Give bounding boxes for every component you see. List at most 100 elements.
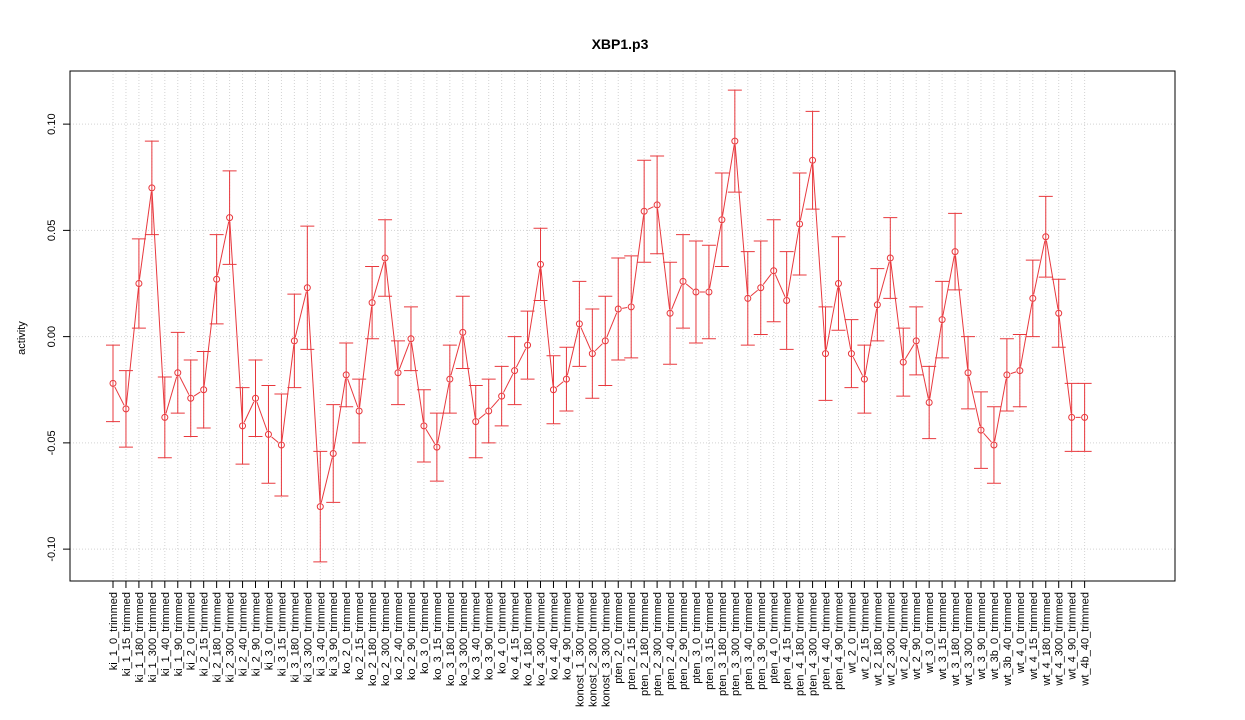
data-point (1042, 233, 1050, 241)
series-line-segment (709, 223, 722, 289)
x-tick-label: ko_3_15_trimmed (432, 592, 444, 680)
x-tick-label: pten_2_90_trimmed (678, 592, 690, 690)
data-point (588, 350, 596, 358)
series-line-segment (1045, 240, 1059, 310)
data-point (407, 335, 415, 343)
data-point (446, 375, 454, 383)
series-line-segment (750, 289, 758, 297)
data-point (187, 394, 195, 402)
x-tick-label: pten_2_300_trimmed (652, 592, 664, 696)
series-line-segment (580, 327, 592, 351)
data-point (368, 299, 376, 307)
data-point (757, 284, 765, 292)
data-point (796, 220, 804, 228)
data-point (718, 216, 726, 224)
x-tick-label: pten_4_90_trimmed (833, 592, 845, 690)
data-point (653, 201, 661, 209)
series-line-segment (193, 391, 201, 397)
series-line-segment (606, 312, 618, 338)
data-point (731, 137, 739, 145)
series-line-segment (347, 378, 359, 408)
data-point (303, 284, 311, 292)
x-tick-label: pten_3_0_trimmed (691, 592, 703, 684)
series-line-segment (216, 221, 230, 276)
data-point (770, 267, 778, 275)
series-line-segment (722, 144, 735, 216)
data-point (1055, 309, 1063, 317)
x-tick-label: wt_2_15_trimmed (859, 592, 871, 680)
data-point (951, 248, 959, 256)
series-line-segment (812, 164, 826, 350)
series-line-segment (852, 356, 864, 376)
series-line-segment (114, 386, 125, 406)
data-point (783, 297, 791, 304)
y-tick-label: 0.05 (46, 220, 58, 241)
series-line-segment (385, 261, 399, 369)
x-tick-label: wt_4_0_trimmed (1015, 592, 1027, 674)
series-line-segment (490, 398, 500, 409)
plot-frame (69, 70, 1176, 582)
y-tick-label: -0.05 (46, 430, 58, 455)
x-tick-label: ki_3_180_trimmed (289, 592, 301, 683)
data-point (264, 430, 272, 438)
series-line-segment (774, 274, 786, 298)
data-point (472, 418, 480, 426)
data-point (744, 294, 752, 302)
data-point (122, 405, 130, 413)
series-line-segment (566, 327, 579, 376)
x-axis: ki_1_0_trimmed ki_1_15_trimmed ki_1_180_tr… (108, 581, 1092, 707)
x-tick-label: wt_4_300_trimmed (1054, 592, 1066, 687)
x-tick-label: ko_4_0_trimmed (497, 592, 509, 674)
data-point (834, 280, 842, 287)
x-tick-label: ko_3_180_trimmed (445, 592, 457, 686)
series-line-segment (631, 215, 645, 303)
data-point (316, 503, 324, 511)
series-line-segment (942, 255, 955, 316)
data-point (498, 392, 506, 400)
data-point (135, 280, 143, 287)
x-tick-label: pten_4_300_trimmed (808, 592, 820, 696)
data-point (394, 369, 402, 377)
series-line-segment (256, 401, 268, 431)
x-tick-label: ko_3_0_trimmed (419, 592, 431, 674)
x-tick-label: ko_2_0_trimmed (341, 592, 353, 674)
x-tick-label: ki_1_0_trimmed (108, 592, 120, 670)
data-point (1003, 371, 1011, 379)
x-tick-label: ko_3_90_trimmed (484, 592, 496, 680)
data-point (549, 386, 557, 394)
x-tick-label: wt_2_0_trimmed (846, 592, 858, 674)
x-tick-label: pten_3_40_trimmed (743, 592, 755, 690)
series-line-segment (203, 283, 217, 386)
series-line-segment (786, 227, 800, 297)
x-tick-label: wt_4b_40_trimmed (1080, 592, 1092, 687)
data-point (822, 350, 830, 358)
series-line-segment (138, 191, 152, 280)
data-point (809, 156, 817, 164)
series-line-segment (503, 373, 514, 393)
data-point (912, 337, 920, 345)
data-point (213, 275, 221, 283)
x-tick-label: ki_2_0_trimmed (186, 592, 198, 670)
data-point (109, 379, 117, 387)
data-point (485, 407, 493, 415)
x-tick-label: ko_2_300_trimmed (380, 592, 392, 686)
x-tick-label: pten_2_0_trimmed (613, 592, 625, 684)
series-line-segment (307, 291, 321, 503)
series-line-segment (165, 376, 178, 414)
x-tick-label: wt_3b_40_trimmed (1002, 592, 1014, 687)
x-tick-label: wt_4_180_trimmed (1041, 592, 1053, 687)
data-point (342, 371, 350, 379)
x-tick-label: ki_3_0_trimmed (263, 592, 275, 670)
data-point (420, 422, 428, 430)
data-point (990, 441, 998, 449)
series-line-segment (333, 378, 347, 450)
x-tick-label: pten_2_180_trimmed (639, 592, 651, 696)
x-tick-label: pten_3_90_trimmed (756, 592, 768, 690)
data-point (226, 214, 234, 222)
x-tick-label: pten_3_300_trimmed (730, 592, 742, 696)
x-tick-label: wt_2_300_trimmed (885, 592, 897, 687)
series-line-segment (983, 432, 992, 443)
data-point (239, 422, 247, 430)
data-point (886, 254, 894, 262)
